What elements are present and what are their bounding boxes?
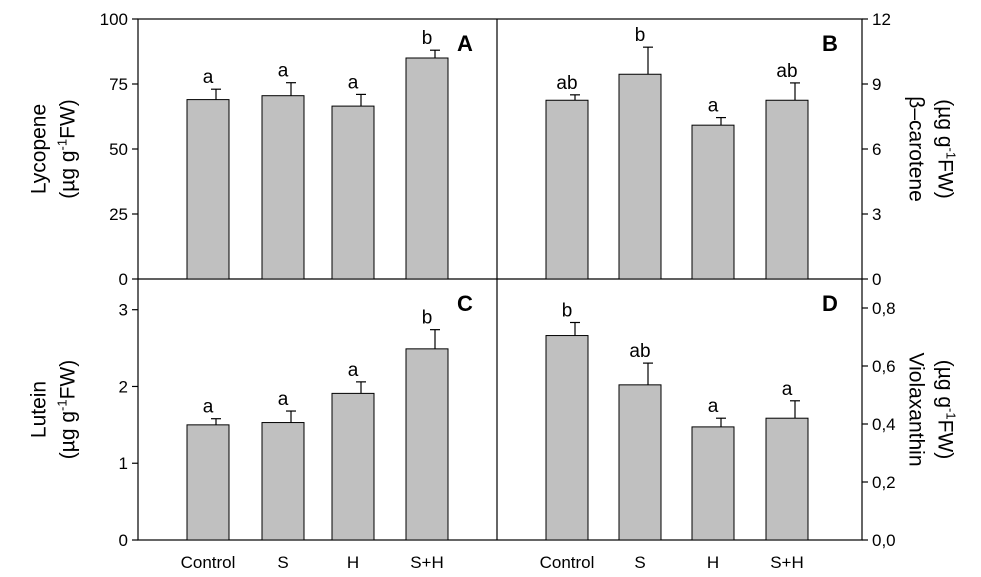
panel-letter: C xyxy=(457,291,473,316)
y-axis-label-sup: -1 xyxy=(55,139,70,151)
category-label: S xyxy=(277,553,288,572)
bar xyxy=(331,392,375,541)
y-axis-label-line2: (µg g xyxy=(57,411,80,459)
significance-letter: a xyxy=(708,396,719,417)
bar xyxy=(331,105,375,280)
significance-letter: b xyxy=(422,28,433,49)
y-axis-label-line2: (µg g xyxy=(934,360,957,408)
significance-letter: ab xyxy=(556,73,577,94)
bar xyxy=(691,426,735,541)
bar xyxy=(618,73,662,280)
y-axis-label-line1: Violaxanthin xyxy=(905,352,928,466)
y-axis-label: Lutein (µg g-1FW) xyxy=(28,360,80,460)
y-tick-label: 3 xyxy=(119,301,128,320)
bar xyxy=(545,99,589,280)
category-label: Control xyxy=(540,553,595,572)
significance-letter: ab xyxy=(629,341,650,362)
y-axis-label: Violaxanthin (µg g-1FW) xyxy=(905,352,959,466)
significance-letter: ab xyxy=(776,61,797,82)
panel-b: 0 3 6 9 12 ab b a ab Bβ–carotene (µg g-1FW) xyxy=(545,10,959,289)
y-tick-label: 9 xyxy=(872,75,881,94)
y-tick-label: 0 xyxy=(872,270,881,289)
significance-letter: b xyxy=(635,25,646,46)
y-tick-label: 100 xyxy=(100,10,128,29)
y-axis-label-line2: (µg g xyxy=(57,150,80,198)
y-axis-label-sup: -1 xyxy=(944,148,959,160)
y-axis-label-line2: (µg g xyxy=(934,99,957,147)
y-tick-label: 25 xyxy=(109,205,128,224)
bar xyxy=(765,417,809,541)
y-axis-label-unit: FW) xyxy=(57,99,80,139)
bar xyxy=(618,384,662,541)
y-axis-label-sup: -1 xyxy=(55,399,70,411)
panel-letter: B xyxy=(822,31,838,56)
category-label: S xyxy=(634,553,645,572)
bar xyxy=(186,424,230,541)
y-tick-label: 0,8 xyxy=(872,299,896,318)
y-tick-label: 6 xyxy=(872,140,881,159)
y-axis-label-sup: -1 xyxy=(944,408,959,420)
y-axis-label-unit: FW) xyxy=(934,159,957,199)
y-tick-label: 75 xyxy=(109,75,128,94)
y-tick-label: 3 xyxy=(872,205,881,224)
panel-a: 0 25 50 75 100 a a a b A Lycopene (µg g-1FW) xyxy=(28,10,474,289)
y-tick-label: 0,0 xyxy=(872,531,896,550)
category-label: H xyxy=(707,553,719,572)
significance-letter: b xyxy=(562,301,573,322)
y-axis-label-unit: FW) xyxy=(57,360,80,400)
y-axis-label: β–carotene (µg g-1FW) xyxy=(905,96,959,201)
y-axis-label-unit: FW) xyxy=(934,420,957,460)
significance-letter: a xyxy=(278,61,289,82)
significance-letter: a xyxy=(348,360,359,381)
y-tick-label: 0,2 xyxy=(872,473,896,492)
bar xyxy=(545,335,589,541)
significance-letter: a xyxy=(708,96,719,117)
significance-letter: a xyxy=(203,397,214,418)
significance-letter: a xyxy=(203,67,214,88)
panel-d: 0,0 0,2 0,4 0,6 0,8 b ab a a D Violaxanthin (µg g-1… xyxy=(540,291,959,572)
category-label: S+H xyxy=(770,553,804,572)
y-axis-label-line1: Lutein xyxy=(28,381,51,438)
y-tick-label: 1 xyxy=(119,454,128,473)
panel-letter: A xyxy=(457,31,473,56)
bar xyxy=(261,422,305,541)
bar xyxy=(405,57,449,280)
y-tick-label: 0 xyxy=(119,531,128,550)
y-axis-label-line1: β–carotene xyxy=(905,96,928,201)
y-axis-label-line1: Lycopene xyxy=(28,104,51,194)
panel-letter: D xyxy=(822,291,838,316)
category-label: S+H xyxy=(410,553,444,572)
bar xyxy=(186,99,230,280)
significance-letter: b xyxy=(422,308,433,329)
y-tick-label: 0,6 xyxy=(872,357,896,376)
category-label: Control xyxy=(181,553,236,572)
significance-letter: a xyxy=(782,379,793,400)
bar xyxy=(765,99,809,280)
category-label: H xyxy=(347,553,359,572)
y-tick-label: 2 xyxy=(119,377,128,396)
y-tick-label: 0,4 xyxy=(872,415,896,434)
bar xyxy=(691,124,735,280)
y-axis-label: Lycopene (µg g-1FW) xyxy=(28,99,80,199)
y-tick-label: 12 xyxy=(872,10,891,29)
significance-letter: a xyxy=(278,389,289,410)
panel-c: 0 1 2 3 a a a b C Lutein (µg g-1FW) Control S H S+H xyxy=(28,291,474,572)
y-tick-label: 50 xyxy=(109,140,128,159)
significance-letter: a xyxy=(348,72,359,93)
y-tick-label: 0 xyxy=(119,270,128,289)
bar xyxy=(405,348,449,541)
bar xyxy=(261,95,305,280)
